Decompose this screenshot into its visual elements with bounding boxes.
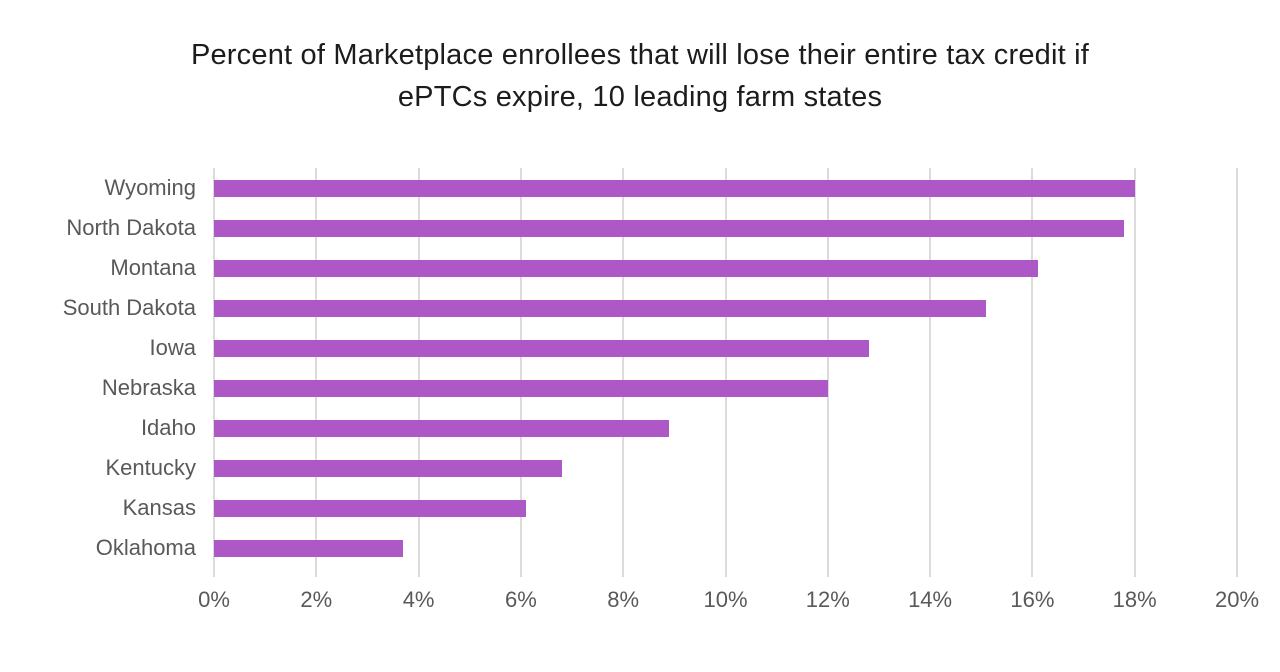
bar-series	[214, 168, 1237, 568]
plot-area	[213, 168, 1238, 577]
x-tick-label-14pct: 14%	[908, 587, 953, 612]
y-label-wyoming: Wyoming	[104, 175, 197, 200]
bar-wyoming	[214, 179, 1135, 197]
gridline-0pct	[213, 168, 215, 577]
bar-oklahoma	[214, 539, 404, 557]
gridline-2pct	[315, 168, 318, 577]
bar-kentucky	[214, 459, 562, 477]
y-label-kentucky: Kentucky	[105, 455, 197, 480]
bar-south-dakota	[214, 299, 987, 317]
y-label-montana: Montana	[110, 255, 196, 280]
x-tick-label-12pct: 12%	[805, 587, 850, 612]
gridline-14pct	[929, 168, 932, 577]
bar-row-north-dakota	[214, 208, 1237, 248]
chart-title: Percent of Marketplace enrollees that wi…	[0, 34, 1280, 118]
x-tick-label-2pct: 2%	[300, 587, 333, 612]
chart-title-line-2: ePTCs expire, 10 leading farm states	[397, 81, 883, 113]
x-tick-label-16pct: 16%	[1010, 587, 1055, 612]
bar-kansas	[214, 499, 526, 517]
y-label-iowa: Iowa	[149, 335, 196, 360]
y-label-idaho: Idaho	[140, 415, 196, 440]
x-tick-label-6pct: 6%	[504, 587, 537, 612]
y-label-oklahoma: Oklahoma	[95, 535, 196, 560]
x-tick-label-0pct: 0%	[198, 587, 230, 612]
gridline-20pct	[1236, 168, 1238, 577]
x-tick-label-18pct: 18%	[1112, 587, 1157, 612]
y-label-north-dakota: North Dakota	[66, 215, 196, 240]
gridline-6pct	[519, 168, 522, 577]
gridline-18pct	[1133, 168, 1136, 577]
bar-row-oklahoma	[214, 528, 1237, 568]
bar-row-idaho	[214, 408, 1237, 448]
bar-idaho	[214, 419, 670, 437]
gridline-4pct	[417, 168, 420, 577]
x-axis-tick-labels: 0% 2% 4% 6% 8% 10% 12% 14% 16% 18% 20%	[198, 587, 1259, 619]
x-tick-label-10pct: 10%	[703, 587, 748, 612]
bar-row-wyoming	[214, 168, 1237, 208]
x-tick-label-20pct: 20%	[1214, 587, 1260, 612]
bar-row-montana	[214, 248, 1237, 288]
bar-nebraska	[214, 379, 828, 397]
x-tick-label-4pct: 4%	[402, 587, 435, 612]
bar-montana	[214, 259, 1038, 277]
gridline-12pct	[826, 168, 829, 577]
bar-row-iowa	[214, 328, 1237, 368]
bar-row-kansas	[214, 488, 1237, 528]
bar-row-nebraska	[214, 368, 1237, 408]
y-label-nebraska: Nebraska	[101, 375, 196, 400]
chart-title-line-1: Percent of Marketplace enrollees that wi…	[190, 39, 1090, 71]
x-tick-label-8pct: 8%	[607, 587, 640, 612]
y-label-kansas: Kansas	[122, 495, 196, 520]
bar-row-south-dakota	[214, 288, 1237, 328]
bar-row-kentucky	[214, 448, 1237, 488]
gridline-10pct	[724, 168, 727, 577]
y-axis-labels: Wyoming North Dakota Montana South Dakota Io…	[0, 168, 196, 568]
gridline-8pct	[622, 168, 625, 577]
bar-north-dakota	[214, 219, 1125, 237]
y-label-south-dakota: South Dakota	[62, 295, 196, 320]
gridline-16pct	[1031, 168, 1034, 577]
bar-iowa	[214, 339, 869, 357]
